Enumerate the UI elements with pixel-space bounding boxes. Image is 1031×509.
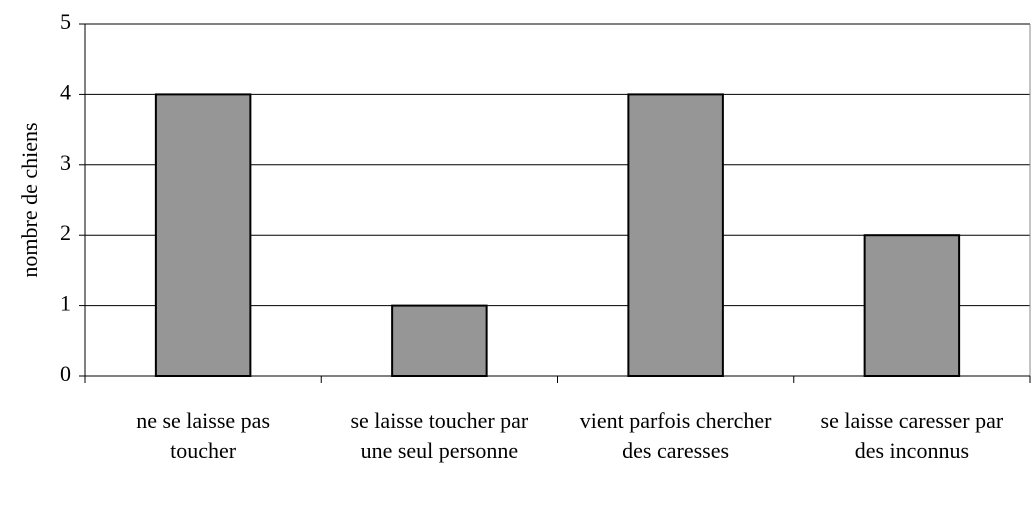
- y-axis-label: nombre de chiens: [17, 122, 42, 277]
- bar: [863, 234, 961, 377]
- x-tick-label: vient parfois chercher des caresses: [580, 408, 772, 463]
- bar: [627, 93, 724, 378]
- bar: [154, 93, 252, 378]
- y-tick-label: 3: [60, 150, 71, 175]
- y-tick-label: 5: [60, 9, 71, 34]
- bar: [391, 304, 488, 378]
- x-tick-label: se laisse toucher par une seul personne: [350, 408, 528, 463]
- y-tick-label: 0: [60, 361, 71, 386]
- y-tick-label: 2: [60, 220, 71, 245]
- y-tick-label: 1: [60, 291, 71, 316]
- y-tick-label: 4: [60, 79, 71, 104]
- x-tick-label: se laisse caresser par des inconnus: [821, 408, 1004, 463]
- x-tick-label: ne se laisse pas toucher: [136, 408, 270, 463]
